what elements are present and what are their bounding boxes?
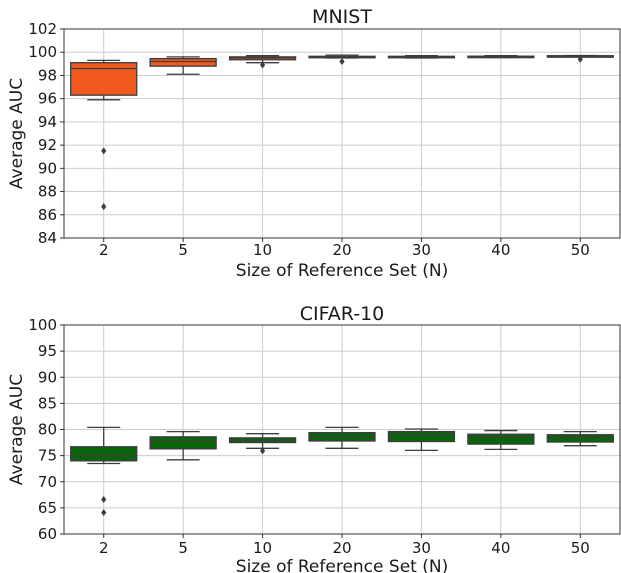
x-tick-label: 2	[99, 539, 109, 557]
y-tick-label: 86	[38, 206, 57, 224]
x-tick-label: 40	[491, 539, 510, 557]
y-tick-label: 100	[28, 316, 57, 334]
box-40	[467, 55, 535, 59]
box-iqr	[467, 433, 535, 445]
y-tick-label: 88	[38, 183, 57, 201]
y-axis-label: Average AUC	[7, 78, 27, 189]
y-tick-label: 90	[38, 368, 57, 386]
x-tick-label: 50	[571, 241, 590, 259]
outlier-point	[339, 58, 345, 66]
box-iqr	[149, 436, 217, 450]
box-iqr	[546, 434, 614, 443]
x-tick-label: 5	[178, 539, 188, 557]
outlier-point	[101, 496, 107, 504]
chart-panel-1: 84 86 88 90 92 94 96 98 100 102 2 5 10 20 30 40 50 MNIST S…	[7, 6, 621, 281]
y-tick-label: 80	[38, 421, 57, 439]
outlier-point	[259, 61, 266, 69]
box-10	[228, 55, 297, 69]
box-5	[149, 56, 217, 75]
box-30	[387, 428, 456, 452]
box-2	[70, 59, 138, 211]
y-tick-label: 96	[38, 90, 57, 108]
y-tick-label: 85	[38, 394, 57, 412]
box-5	[149, 430, 217, 461]
outlier-point	[577, 55, 583, 63]
box-iqr	[387, 430, 456, 443]
chart-panel-2: 60 65 70 75 80 85 90 95 100 2 5 10 20 30 40 50 CIFAR-10 S…	[7, 303, 621, 573]
x-tick-label: 10	[253, 539, 272, 557]
x-tick-label: 5	[178, 241, 188, 259]
y-tick-label: 95	[38, 342, 57, 360]
x-tick-label: 20	[332, 241, 351, 259]
x-tick-label: 2	[99, 241, 109, 259]
outlier-point	[101, 509, 107, 517]
box-2	[70, 426, 138, 517]
box-10	[228, 433, 297, 455]
x-tick-label: 10	[253, 241, 272, 259]
y-tick-label: 102	[28, 20, 57, 38]
box-50	[546, 430, 614, 447]
y-tick-label: 65	[38, 499, 57, 517]
x-tick-label: 30	[412, 539, 431, 557]
outlier-point	[101, 147, 107, 155]
y-tick-label: 94	[38, 113, 57, 131]
y-tick-label: 84	[38, 229, 57, 247]
x-axis-label: Size of Reference Set (N)	[236, 557, 448, 573]
x-axis-label: Size of Reference Set (N)	[236, 261, 448, 281]
box-40	[467, 429, 535, 451]
y-tick-label: 98	[38, 66, 57, 84]
x-tick-label: 40	[491, 241, 510, 259]
y-tick-label: 92	[38, 136, 57, 154]
y-tick-label: 100	[28, 43, 57, 61]
box-iqr	[149, 57, 217, 67]
box-iqr	[70, 446, 138, 462]
y-tick-label: 75	[38, 447, 57, 465]
y-tick-label: 90	[38, 159, 57, 177]
outlier-point	[259, 447, 266, 455]
box-20	[308, 426, 376, 449]
outlier-point	[101, 203, 107, 211]
y-tick-label: 60	[38, 525, 57, 543]
x-tick-label: 30	[412, 241, 431, 259]
chart-title: MNIST	[312, 6, 372, 28]
y-tick-label: 70	[38, 473, 57, 491]
x-tick-label: 20	[332, 539, 351, 557]
box-iqr	[70, 62, 138, 96]
x-tick-label: 50	[571, 539, 590, 557]
y-axis-label: Average AUC	[7, 374, 27, 485]
box-20	[308, 54, 376, 66]
box-30	[387, 55, 456, 59]
box-50	[546, 54, 614, 63]
chart-title: CIFAR-10	[300, 303, 385, 325]
